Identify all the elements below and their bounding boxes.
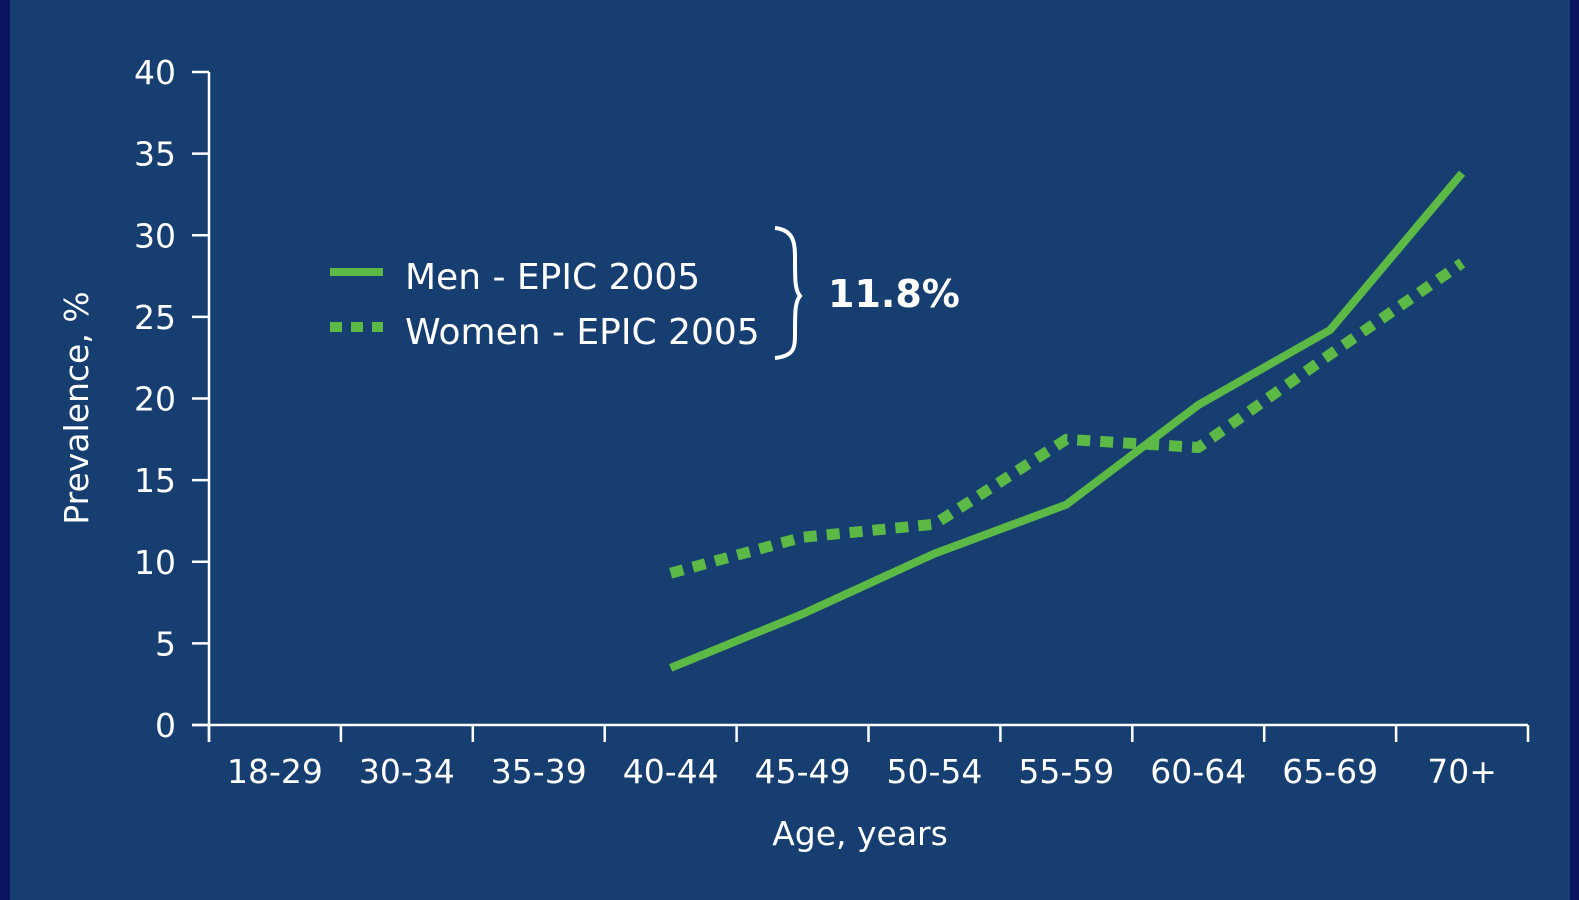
y-tick-label: 35	[134, 135, 176, 174]
y-tick-label: 25	[134, 298, 176, 337]
legend: Men - EPIC 2005 Women - EPIC 2005	[330, 257, 760, 353]
legend-label-women: Women - EPIC 2005	[405, 312, 760, 353]
y-tick-label: 0	[155, 706, 176, 745]
y-tick-label: 15	[134, 461, 176, 500]
y-tick-label: 10	[134, 543, 176, 582]
series-line-women	[669, 258, 1466, 579]
y-axis-label: Prevalence, %	[57, 291, 96, 524]
x-tick-label: 55-59	[1018, 752, 1114, 791]
curly-brace	[774, 226, 803, 360]
x-tick-label: 35-39	[491, 752, 587, 791]
x-tick-label: 18-29	[227, 752, 323, 791]
legend-label-men: Men - EPIC 2005	[405, 257, 700, 298]
y-tick-label: 40	[134, 53, 176, 92]
difference-annotation: 11.8%	[828, 272, 960, 316]
x-axis-ticks: 18-29 30-34 35-39 40-44 45-49 50-54 55-59 60-64…	[207, 725, 1530, 791]
x-tick-label: 45-49	[755, 752, 851, 791]
x-tick-label: 65-69	[1282, 752, 1378, 791]
x-tick-label: 40-44	[623, 752, 719, 791]
x-tick-label: 30-34	[359, 752, 455, 791]
x-tick-label: 50-54	[887, 752, 983, 791]
x-axis-label: Age, years	[772, 814, 948, 853]
series-layer	[669, 170, 1466, 672]
series-line-men	[669, 170, 1466, 672]
y-axis-ticks: 0 5 10 15 20 25 30 35 40	[134, 53, 209, 745]
y-tick-label: 20	[134, 380, 176, 419]
y-tick-label: 5	[155, 624, 176, 663]
x-tick-label: 70+	[1427, 752, 1497, 791]
x-tick-label: 60-64	[1150, 752, 1246, 791]
axes	[192, 72, 1528, 742]
y-tick-label: 30	[134, 216, 176, 255]
